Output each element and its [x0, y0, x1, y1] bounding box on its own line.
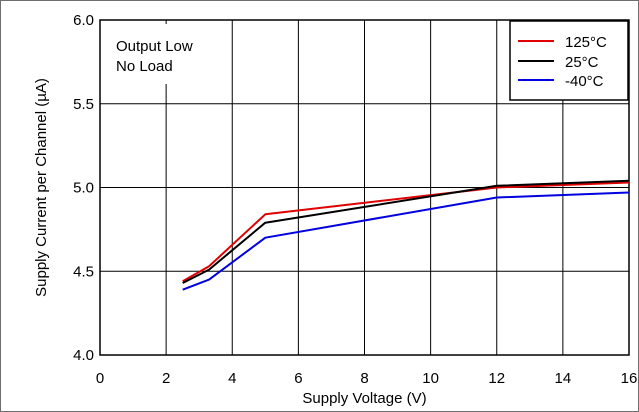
y-axis-title: Supply Current per Channel (µA)	[33, 78, 50, 297]
legend-box	[509, 20, 629, 101]
series-line-125c	[182, 181, 630, 283]
y-tick-label: 5.5	[73, 96, 94, 113]
x-tick-label: 6	[294, 370, 302, 387]
legend-label-125c: 125°C	[565, 34, 607, 51]
x-tick-label: 0	[96, 370, 104, 387]
x-tick-label: 2	[162, 370, 170, 387]
legend: 125°C 25°C -40°C	[509, 20, 629, 101]
y-tick-label: 5.0	[73, 180, 94, 197]
y-tick-label: 4.0	[73, 347, 94, 364]
annotation-line-2: No Load	[116, 58, 173, 75]
x-tick-label: 14	[555, 370, 572, 387]
plot-area-border	[99, 19, 630, 356]
annotation-background	[104, 24, 212, 84]
series-line-25c	[182, 179, 630, 284]
y-tick-label: 6.0	[73, 12, 94, 29]
x-tick-label: 4	[228, 370, 236, 387]
legend-label-25c: 25°C	[565, 54, 599, 71]
series-line-minus40c	[182, 191, 630, 291]
x-tick-label: 10	[422, 370, 439, 387]
y-tick-label: 4.5	[73, 263, 94, 280]
x-tick-label: 8	[360, 370, 368, 387]
x-tick-label: 12	[488, 370, 505, 387]
annotation-line-1: Output Low	[116, 38, 193, 55]
tick-labels: 0 2 4 6 8 10 12 14 16 4.0 4.5 5.0 5.5 6.0	[73, 12, 637, 387]
x-tick-label: 16	[621, 370, 638, 387]
series-layer	[182, 179, 630, 291]
x-axis-title: Supply Voltage (V)	[302, 390, 426, 407]
legend-label-minus40c: -40°C	[565, 73, 604, 90]
